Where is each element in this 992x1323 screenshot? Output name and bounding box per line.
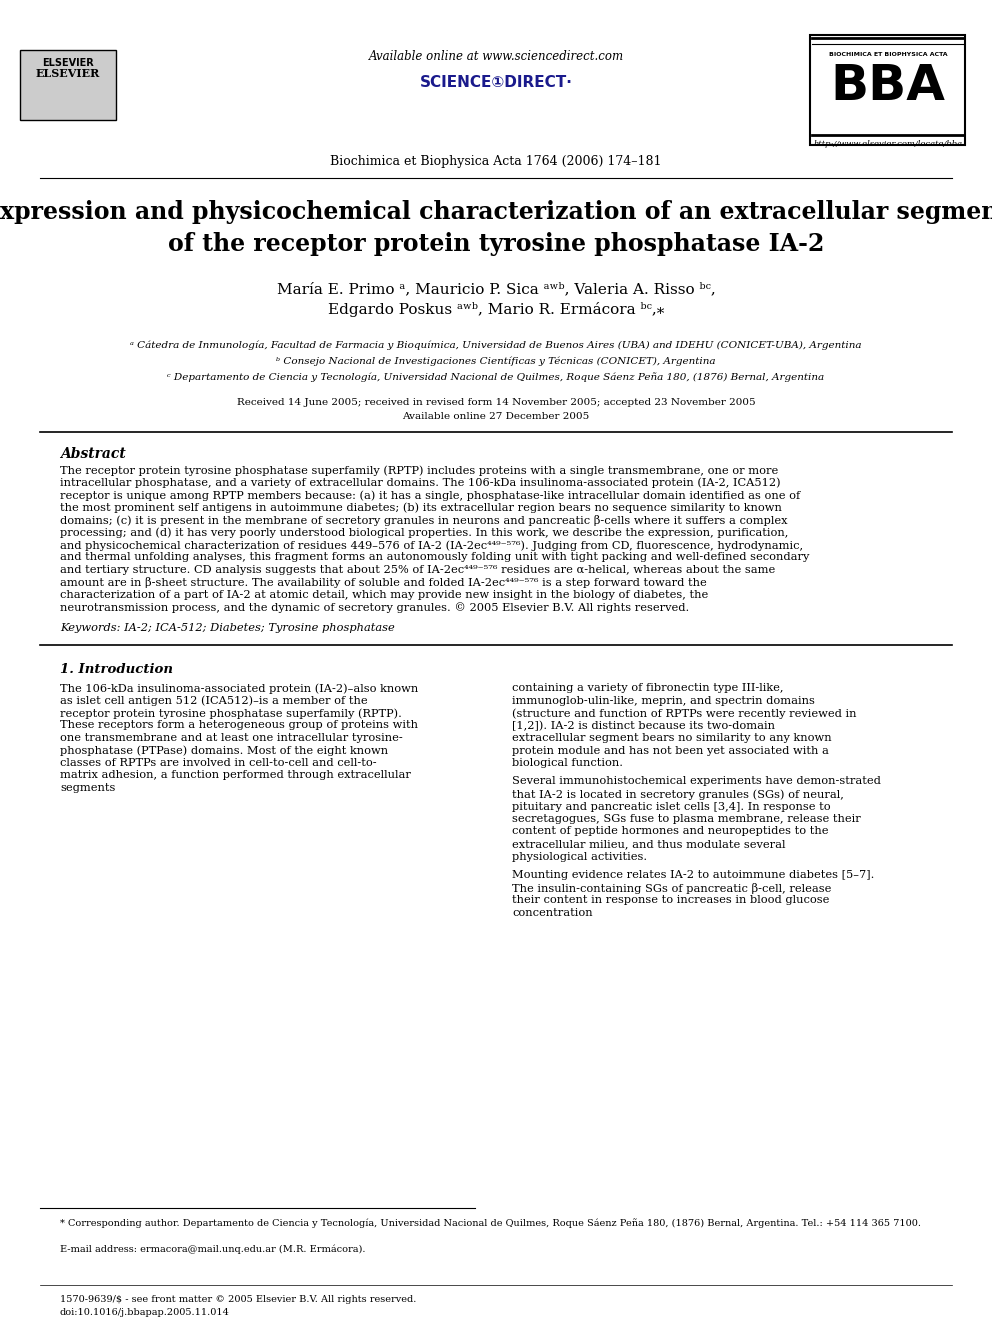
Text: biological function.: biological function. [512,758,623,767]
Text: ᶜ Departamento de Ciencia y Tecnología, Universidad Nacional de Quilmes, Roque S: ᶜ Departamento de Ciencia y Tecnología, … [168,372,824,382]
Text: 1570-9639/$ - see front matter © 2005 Elsevier B.V. All rights reserved.: 1570-9639/$ - see front matter © 2005 El… [60,1295,417,1304]
Text: The 106-kDa insulinoma-associated protein (IA-2)–also known: The 106-kDa insulinoma-associated protei… [60,683,419,693]
Text: Keywords: IA-2; ICA-512; Diabetes; Tyrosine phosphatase: Keywords: IA-2; ICA-512; Diabetes; Tyros… [60,623,395,632]
Text: María E. Primo ᵃ, Mauricio P. Sica ᵃʷᵇ, Valeria A. Risso ᵇᶜ,: María E. Primo ᵃ, Mauricio P. Sica ᵃʷᵇ, … [277,282,715,296]
Text: Available online 27 December 2005: Available online 27 December 2005 [403,411,589,421]
Text: the most prominent self antigens in autoimmune diabetes; (b) its extracellular r: the most prominent self antigens in auto… [60,503,782,513]
Text: ELSEVIER: ELSEVIER [36,67,100,79]
Text: intracellular phosphatase, and a variety of extracellular domains. The 106-kDa i: intracellular phosphatase, and a variety… [60,478,781,488]
Text: secretagogues, SGs fuse to plasma membrane, release their: secretagogues, SGs fuse to plasma membra… [512,814,861,824]
Text: domains; (c) it is present in the membrane of secretory granules in neurons and : domains; (c) it is present in the membra… [60,515,788,527]
Text: doi:10.1016/j.bbapap.2005.11.014: doi:10.1016/j.bbapap.2005.11.014 [60,1308,230,1316]
Text: classes of RPTPs are involved in cell-to-cell and cell-to-: classes of RPTPs are involved in cell-to… [60,758,377,767]
Text: immunoglob-ulin-like, meprin, and spectrin domains: immunoglob-ulin-like, meprin, and spectr… [512,696,814,705]
Text: as islet cell antigen 512 (ICA512)–is a member of the: as islet cell antigen 512 (ICA512)–is a … [60,696,368,706]
Text: The insulin-containing SGs of pancreatic β-cell, release: The insulin-containing SGs of pancreatic… [512,882,831,893]
Text: Abstract: Abstract [60,447,126,460]
Text: 1. Introduction: 1. Introduction [60,663,173,676]
Text: one transmembrane and at least one intracellular tyrosine-: one transmembrane and at least one intra… [60,733,403,744]
Text: pituitary and pancreatic islet cells [3,4]. In response to: pituitary and pancreatic islet cells [3,… [512,802,830,811]
Text: Edgardo Poskus ᵃʷᵇ, Mario R. Ermácora ᵇᶜ,⁎: Edgardo Poskus ᵃʷᵇ, Mario R. Ermácora ᵇᶜ… [327,302,665,318]
Bar [20,50,116,120]
Text: of the receptor protein tyrosine phosphatase IA-2: of the receptor protein tyrosine phospha… [168,232,824,255]
Text: Mounting evidence relates IA-2 to autoimmune diabetes [5–7].: Mounting evidence relates IA-2 to autoim… [512,871,874,880]
Text: ᵃ Cátedra de Inmunología, Facultad de Farmacia y Bioquímica, Universidad de Buen: ᵃ Cátedra de Inmunología, Facultad de Fa… [130,340,862,349]
Text: extracellular milieu, and thus modulate several: extracellular milieu, and thus modulate … [512,839,786,849]
Text: http://www.elsevier.com/locate/bba: http://www.elsevier.com/locate/bba [813,140,962,148]
Text: The receptor protein tyrosine phosphatase superfamily (RPTP) includes proteins w: The receptor protein tyrosine phosphatas… [60,464,779,475]
FancyBboxPatch shape [810,34,965,146]
Text: and thermal unfolding analyses, this fragment forms an autonomously folding unit: and thermal unfolding analyses, this fra… [60,553,809,562]
Text: segments: segments [60,783,115,792]
Text: Several immunohistochemical experiments have demon-strated: Several immunohistochemical experiments … [512,777,881,786]
Text: Biochimica et Biophysica Acta 1764 (2006) 174–181: Biochimica et Biophysica Acta 1764 (2006… [330,155,662,168]
Text: that IA-2 is located in secretory granules (SGs) of neural,: that IA-2 is located in secretory granul… [512,789,844,799]
Text: Expression and physicochemical characterization of an extracellular segment: Expression and physicochemical character… [0,200,992,224]
Text: receptor protein tyrosine phosphatase superfamily (RPTP).: receptor protein tyrosine phosphatase su… [60,708,402,718]
Text: (structure and function of RPTPs were recently reviewed in: (structure and function of RPTPs were re… [512,708,856,718]
Text: [1,2]). IA-2 is distinct because its two-domain: [1,2]). IA-2 is distinct because its two… [512,721,775,730]
Text: their content in response to increases in blood glucose: their content in response to increases i… [512,894,829,905]
Text: and tertiary structure. CD analysis suggests that about 25% of IA-2ec⁴⁴⁹⁻⁵⁷⁶ res: and tertiary structure. CD analysis sugg… [60,565,776,576]
Text: concentration: concentration [512,908,592,917]
Text: receptor is unique among RPTP members because: (a) it has a single, phosphatase-: receptor is unique among RPTP members be… [60,490,801,500]
Text: physiological activities.: physiological activities. [512,852,647,861]
Text: These receptors form a heterogeneous group of proteins with: These receptors form a heterogeneous gro… [60,721,418,730]
Text: content of peptide hormones and neuropeptides to the: content of peptide hormones and neuropep… [512,827,828,836]
Text: processing; and (d) it has very poorly understood biological properties. In this: processing; and (d) it has very poorly u… [60,528,789,538]
Text: SCIENCE①DIRECT·: SCIENCE①DIRECT· [420,75,572,90]
Text: neurotransmission process, and the dynamic of secretory granules. © 2005 Elsevie: neurotransmission process, and the dynam… [60,602,689,614]
Text: ELSEVIER: ELSEVIER [42,58,94,67]
Text: * Corresponding author. Departamento de Ciencia y Tecnología, Universidad Nacion: * Corresponding author. Departamento de … [60,1218,921,1228]
Text: Received 14 June 2005; received in revised form 14 November 2005; accepted 23 No: Received 14 June 2005; received in revis… [237,398,755,407]
Text: extracellular segment bears no similarity to any known: extracellular segment bears no similarit… [512,733,831,744]
Text: E-mail address: ermacora@mail.unq.edu.ar (M.R. Ermácora).: E-mail address: ermacora@mail.unq.edu.ar… [60,1245,365,1254]
Text: characterization of a part of IA-2 at atomic detail, which may provide new insig: characterization of a part of IA-2 at at… [60,590,708,601]
Text: amount are in β-sheet structure. The availability of soluble and folded IA-2ec⁴⁴: amount are in β-sheet structure. The ava… [60,578,706,589]
Text: phosphatase (PTPase) domains. Most of the eight known: phosphatase (PTPase) domains. Most of th… [60,745,388,755]
Text: and physicochemical characterization of residues 449–576 of IA-2 (IA-2ec⁴⁴⁹⁻⁵⁷⁶): and physicochemical characterization of … [60,540,804,550]
Text: BIOCHIMICA ET BIOPHYSICA ACTA: BIOCHIMICA ET BIOPHYSICA ACTA [828,52,947,57]
Text: protein module and has not been yet associated with a: protein module and has not been yet asso… [512,745,829,755]
Text: Available online at www.sciencedirect.com: Available online at www.sciencedirect.co… [368,50,624,64]
Text: BBA: BBA [830,62,945,110]
Text: containing a variety of fibronectin type III-like,: containing a variety of fibronectin type… [512,683,784,693]
Text: matrix adhesion, a function performed through extracellular: matrix adhesion, a function performed th… [60,770,411,781]
Text: ᵇ Consejo Nacional de Investigaciones Científicas y Técnicas (CONICET), Argentin: ᵇ Consejo Nacional de Investigaciones Ci… [276,356,716,365]
